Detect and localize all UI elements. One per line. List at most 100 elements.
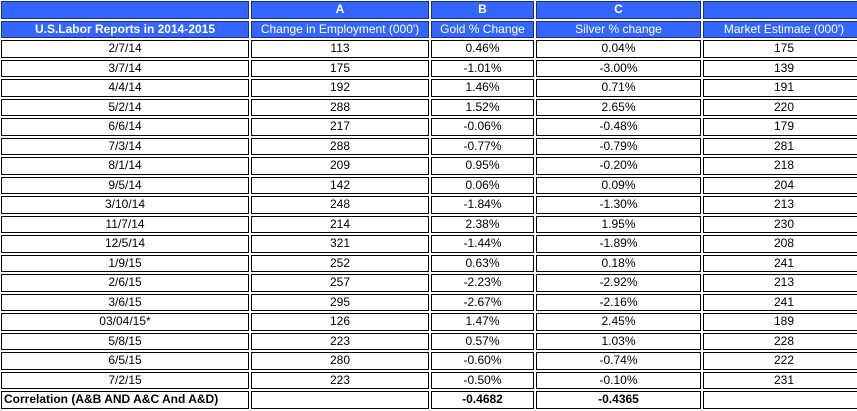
table-row: 9/5/14 142 0.06% 0.09% 204 — [1, 176, 857, 194]
estimate-cell: 241 — [703, 254, 857, 272]
employment-cell: 209 — [251, 157, 429, 175]
estimate-cell: 204 — [703, 176, 857, 194]
table-row: 4/4/14 192 1.46% 0.71% 191 — [1, 79, 857, 97]
gold-cell: -1.01% — [431, 59, 534, 77]
table-row: 11/7/14 214 2.38% 1.95% 230 — [1, 215, 857, 233]
table-row: 03/04/15* 126 1.47% 2.45% 189 — [1, 313, 857, 331]
silver-cell: 0.04% — [536, 40, 701, 58]
silver-cell: 2.45% — [536, 313, 701, 331]
employment-cell: 217 — [251, 118, 429, 136]
silver-cell: -2.16% — [536, 293, 701, 311]
employment-cell: 288 — [251, 98, 429, 116]
estimate-cell: 179 — [703, 118, 857, 136]
employment-cell: 142 — [251, 176, 429, 194]
employment-cell: 295 — [251, 293, 429, 311]
estimate-cell: 222 — [703, 352, 857, 370]
letter-cell-c: C — [536, 1, 701, 19]
silver-cell: 1.03% — [536, 332, 701, 350]
table-row: 5/8/15 223 0.57% 1.03% 228 — [1, 332, 857, 350]
silver-cell: 0.71% — [536, 79, 701, 97]
estimate-cell: 208 — [703, 235, 857, 253]
gold-cell: -0.60% — [431, 352, 534, 370]
table-row: 2/6/15 257 -2.23% -2.92% 213 — [1, 274, 857, 292]
letter-cell-b: B — [431, 1, 534, 19]
date-cell: 5/8/15 — [1, 332, 249, 350]
letter-cell — [1, 1, 249, 19]
gold-cell: -2.23% — [431, 274, 534, 292]
date-cell: 7/2/15 — [1, 371, 249, 389]
gold-cell: -0.50% — [431, 371, 534, 389]
employment-cell: 223 — [251, 332, 429, 350]
gold-cell: 0.95% — [431, 157, 534, 175]
silver-cell: -0.20% — [536, 157, 701, 175]
gold-cell: 0.06% — [431, 176, 534, 194]
column-header-silver: Silver % change — [536, 20, 701, 38]
date-cell: 12/5/14 — [1, 235, 249, 253]
estimate-cell: 218 — [703, 157, 857, 175]
gold-cell: 2.38% — [431, 215, 534, 233]
date-cell: 4/4/14 — [1, 79, 249, 97]
gold-cell: -0.77% — [431, 137, 534, 155]
employment-cell: 192 — [251, 79, 429, 97]
date-cell: 2/6/15 — [1, 274, 249, 292]
employment-cell: 248 — [251, 196, 429, 214]
table-row: 3/7/14 175 -1.01% -3.00% 139 — [1, 59, 857, 77]
employment-cell: 113 — [251, 40, 429, 58]
estimate-cell: 228 — [703, 332, 857, 350]
column-header-gold: Gold % Change — [431, 20, 534, 38]
column-header-row: U.S.Labor Reports in 2014-2015 Change in… — [1, 20, 857, 38]
employment-cell: 288 — [251, 137, 429, 155]
gold-cell: 0.46% — [431, 40, 534, 58]
silver-cell: -0.10% — [536, 371, 701, 389]
table-row: 3/10/14 248 -1.84% -1.30% 213 — [1, 196, 857, 214]
silver-cell: -1.89% — [536, 235, 701, 253]
silver-cell: -0.79% — [536, 137, 701, 155]
date-cell: 8/1/14 — [1, 157, 249, 175]
date-cell: 6/5/15 — [1, 352, 249, 370]
silver-cell: -3.00% — [536, 59, 701, 77]
gold-cell: -0.06% — [431, 118, 534, 136]
letter-cell — [703, 1, 857, 19]
employment-cell: 223 — [251, 371, 429, 389]
table-row: 8/1/14 209 0.95% -0.20% 218 — [1, 157, 857, 175]
date-cell: 9/5/14 — [1, 176, 249, 194]
date-cell: 1/9/15 — [1, 254, 249, 272]
estimate-cell: 213 — [703, 196, 857, 214]
estimate-cell: 231 — [703, 371, 857, 389]
silver-cell: -0.74% — [536, 352, 701, 370]
date-cell: 5/2/14 — [1, 98, 249, 116]
estimate-cell: 189 — [703, 313, 857, 331]
date-cell: 11/7/14 — [1, 215, 249, 233]
gold-cell: -1.44% — [431, 235, 534, 253]
gold-cell: 1.52% — [431, 98, 534, 116]
table-row: 2/7/14 113 0.46% 0.04% 175 — [1, 40, 857, 58]
estimate-cell: 191 — [703, 79, 857, 97]
gold-cell: -2.67% — [431, 293, 534, 311]
silver-cell: 2.65% — [536, 98, 701, 116]
estimate-cell: 241 — [703, 293, 857, 311]
gold-cell: -1.84% — [431, 196, 534, 214]
estimate-cell: 175 — [703, 40, 857, 58]
table-row: 7/2/15 223 -0.50% -0.10% 231 — [1, 371, 857, 389]
table-row: 6/6/14 217 -0.06% -0.48% 179 — [1, 118, 857, 136]
estimate-cell: 139 — [703, 59, 857, 77]
gold-cell: 1.47% — [431, 313, 534, 331]
date-cell: 3/6/15 — [1, 293, 249, 311]
employment-cell: 280 — [251, 352, 429, 370]
silver-cell: -0.48% — [536, 118, 701, 136]
estimate-cell: 230 — [703, 215, 857, 233]
estimate-cell: 281 — [703, 137, 857, 155]
table-row: 5/2/14 288 1.52% 2.65% 220 — [1, 98, 857, 116]
employment-cell: 252 — [251, 254, 429, 272]
silver-cell: 0.09% — [536, 176, 701, 194]
estimate-cell: 220 — [703, 98, 857, 116]
silver-cell: -1.30% — [536, 196, 701, 214]
table-title: U.S.Labor Reports in 2014-2015 — [1, 20, 249, 38]
date-cell: 2/7/14 — [1, 40, 249, 58]
date-cell: 7/3/14 — [1, 137, 249, 155]
employment-cell: 321 — [251, 235, 429, 253]
table-row: 12/5/14 321 -1.44% -1.89% 208 — [1, 235, 857, 253]
date-cell: 03/04/15* — [1, 313, 249, 331]
silver-cell: 0.18% — [536, 254, 701, 272]
date-cell: 6/6/14 — [1, 118, 249, 136]
